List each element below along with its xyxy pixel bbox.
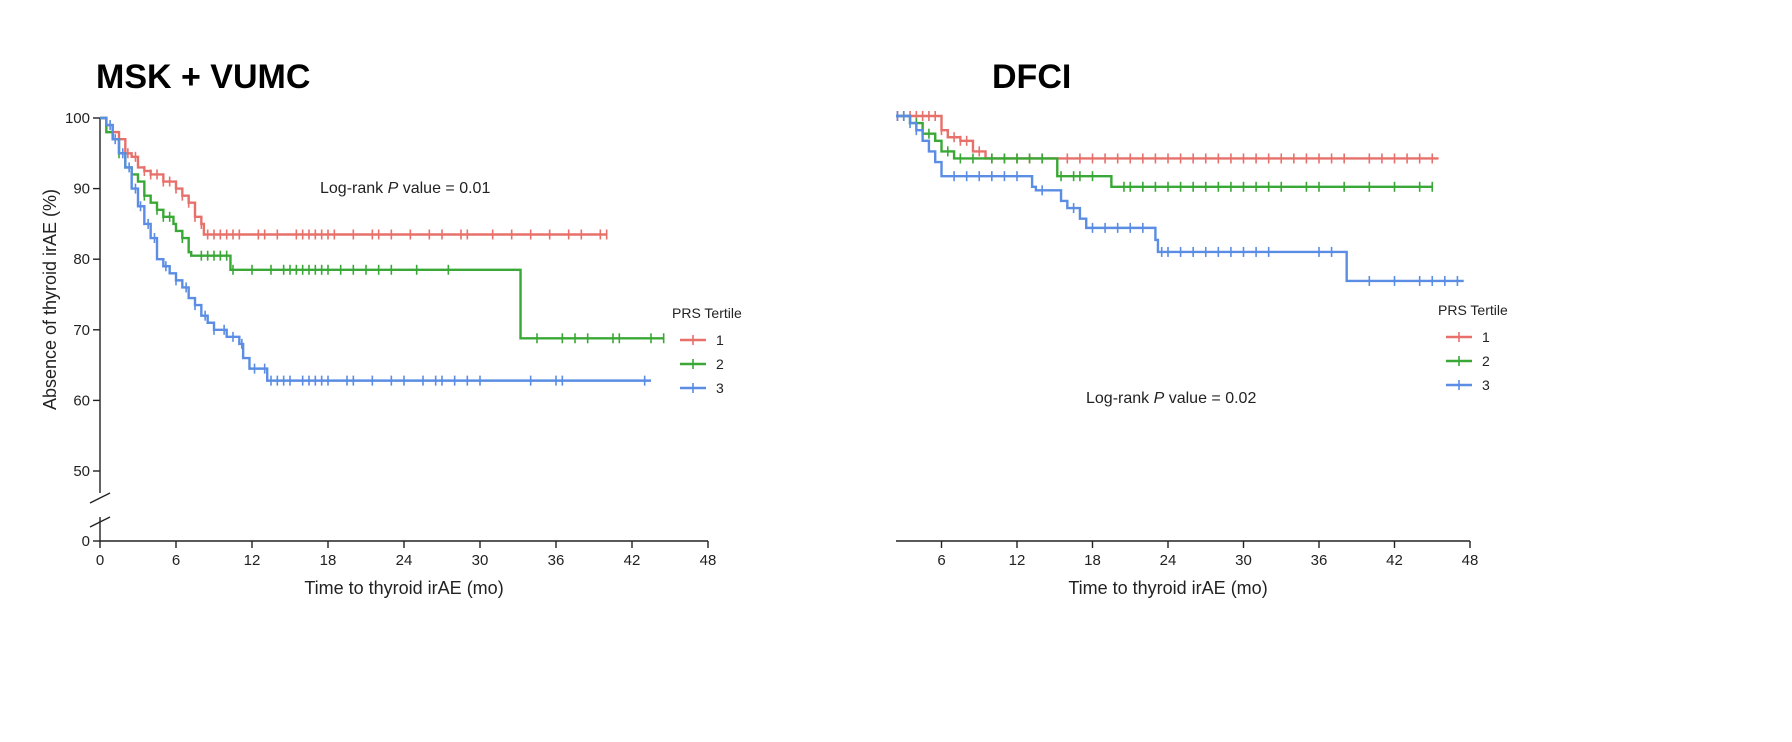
chart-panel-msk-vumc: MSK + VUMC 0 6 12 18 24 30 36 42 48 50 60 70 80 90 100… [40, 58, 742, 598]
chart-title: MSK + VUMC [96, 58, 311, 96]
legend-label-3: 3 [716, 380, 724, 396]
legend-label-1: 1 [1482, 329, 1490, 345]
x-tick-label: 48 [1462, 552, 1479, 569]
km-curve-3 [100, 116, 651, 382]
km-curve-2 [100, 116, 664, 340]
logrank-annotation: Log-rank P value = 0.02 [1086, 390, 1256, 407]
chart-title: DFCI [992, 58, 1072, 96]
x-tick-label: 36 [548, 552, 565, 569]
x-tick-label: 36 [1311, 552, 1328, 569]
x-tick-label: 6 [172, 552, 180, 569]
x-tick-label: 24 [1160, 552, 1177, 569]
legend-label-1: 1 [716, 332, 724, 348]
logrank-annotation: Log-rank P value = 0.01 [320, 180, 490, 197]
x-tick-label: 24 [396, 552, 413, 569]
x-tick-label: 42 [624, 552, 641, 569]
x-tick-label: 12 [244, 552, 261, 569]
x-tick-label: 12 [1009, 552, 1026, 569]
legend-label-3: 3 [1482, 377, 1490, 393]
y-tick-label: 70 [73, 322, 90, 339]
x-axis-label: Time to thyroid irAE (mo) [304, 578, 503, 598]
axis-break-mark [89, 516, 111, 528]
y-tick-label: 80 [73, 251, 90, 268]
chart-panel-dfci: DFCI 061218243036424850607080901000Time … [896, 0, 1792, 742]
y-tick-label: 0 [82, 533, 90, 550]
y-tick-label: 100 [65, 110, 90, 127]
x-tick-label: 48 [700, 552, 717, 569]
axis-break-mark [89, 492, 111, 504]
legend-label-2: 2 [1482, 353, 1490, 369]
x-tick-label: 30 [1235, 552, 1252, 569]
legend-title: PRS Tertile [1438, 302, 1508, 318]
x-axis-label: Time to thyroid irAE (mo) [1068, 578, 1267, 598]
legend-title: PRS Tertile [672, 305, 742, 321]
x-tick-label: 18 [1084, 552, 1101, 569]
y-tick-label: 50 [73, 463, 90, 480]
y-tick-label: 90 [73, 181, 90, 198]
x-tick-label: 18 [320, 552, 337, 569]
x-tick-label: 42 [1386, 552, 1403, 569]
km-curve-1 [896, 114, 1439, 160]
y-tick-label: 60 [73, 392, 90, 409]
x-tick-label: 0 [96, 552, 104, 569]
y-axis-label: Absence of thyroid irAE (%) [40, 189, 60, 410]
legend-label-2: 2 [716, 356, 724, 372]
x-tick-label: 6 [937, 552, 945, 569]
km-curve-3 [896, 114, 1464, 283]
x-tick-label: 30 [472, 552, 489, 569]
km-curve-1 [100, 116, 607, 236]
